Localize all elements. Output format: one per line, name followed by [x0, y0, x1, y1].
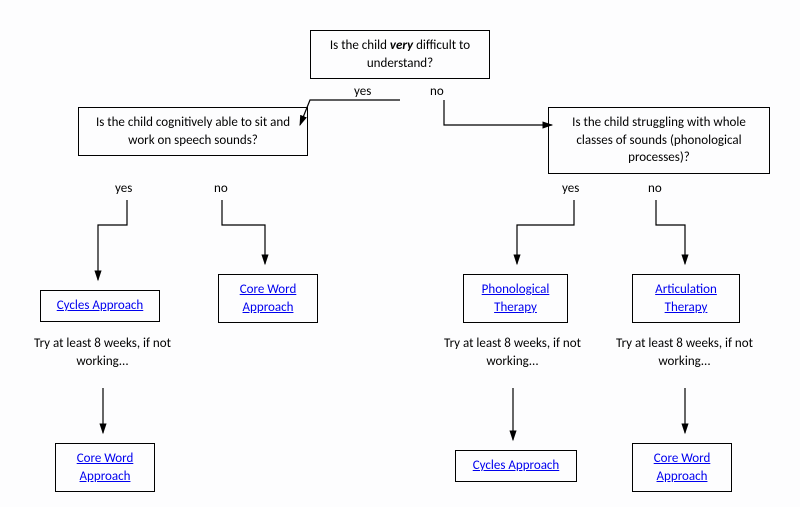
link-phonological-therapy[interactable]: Phonological Therapy [482, 282, 550, 315]
edge-left-no-to-coreword [222, 200, 265, 264]
decision-root-text-before: Is the child [330, 38, 390, 53]
edge-label-left-no: no [214, 181, 228, 196]
link-core-word-approach-2[interactable]: Core Word Approach [77, 451, 134, 484]
decision-right-text: Is the child struggling with whole class… [572, 115, 746, 165]
decision-right: Is the child struggling with whole class… [548, 107, 770, 174]
decision-left-text: Is the child cognitively able to sit and… [96, 115, 290, 148]
link-cycles-approach-1[interactable]: Cycles Approach [57, 298, 144, 313]
decision-left: Is the child cognitively able to sit and… [78, 107, 308, 156]
link-articulation-therapy[interactable]: Articulation Therapy [655, 282, 717, 315]
decision-root: Is the child very difficult to understan… [310, 30, 490, 79]
link-box-core-word-approach-3: Core Word Approach [632, 443, 732, 492]
link-box-cycles-approach-1: Cycles Approach [40, 290, 160, 322]
link-box-phonological-therapy: Phonological Therapy [463, 274, 568, 323]
edge-right-no-to-artic [656, 200, 685, 264]
edge-label-left-yes: yes [115, 181, 132, 196]
link-cycles-approach-2[interactable]: Cycles Approach [473, 458, 560, 473]
link-core-word-approach-1[interactable]: Core Word Approach [240, 282, 297, 315]
edge-label-right-no: no [648, 181, 662, 196]
decision-root-emph: very [390, 38, 413, 53]
edge-label-root-no: no [430, 84, 444, 99]
note-try-8-weeks-2: Try at least 8 weeks, if not working... [440, 335, 585, 370]
edge-right-yes-to-phono [517, 200, 574, 264]
note-try-8-weeks-3: Try at least 8 weeks, if not working... [612, 335, 757, 370]
link-box-cycles-approach-2: Cycles Approach [455, 450, 577, 482]
link-box-core-word-approach-1: Core Word Approach [218, 274, 318, 323]
edge-label-root-yes: yes [354, 84, 371, 99]
edge-root-to-right [444, 100, 552, 125]
link-box-core-word-approach-2: Core Word Approach [55, 443, 155, 492]
link-box-articulation-therapy: Articulation Therapy [632, 274, 740, 323]
edge-root-to-left [300, 100, 400, 125]
note-try-8-weeks-1: Try at least 8 weeks, if not working... [30, 335, 175, 370]
edge-left-yes-to-cycles [98, 200, 127, 280]
edge-label-right-yes: yes [562, 181, 579, 196]
link-core-word-approach-3[interactable]: Core Word Approach [654, 451, 711, 484]
